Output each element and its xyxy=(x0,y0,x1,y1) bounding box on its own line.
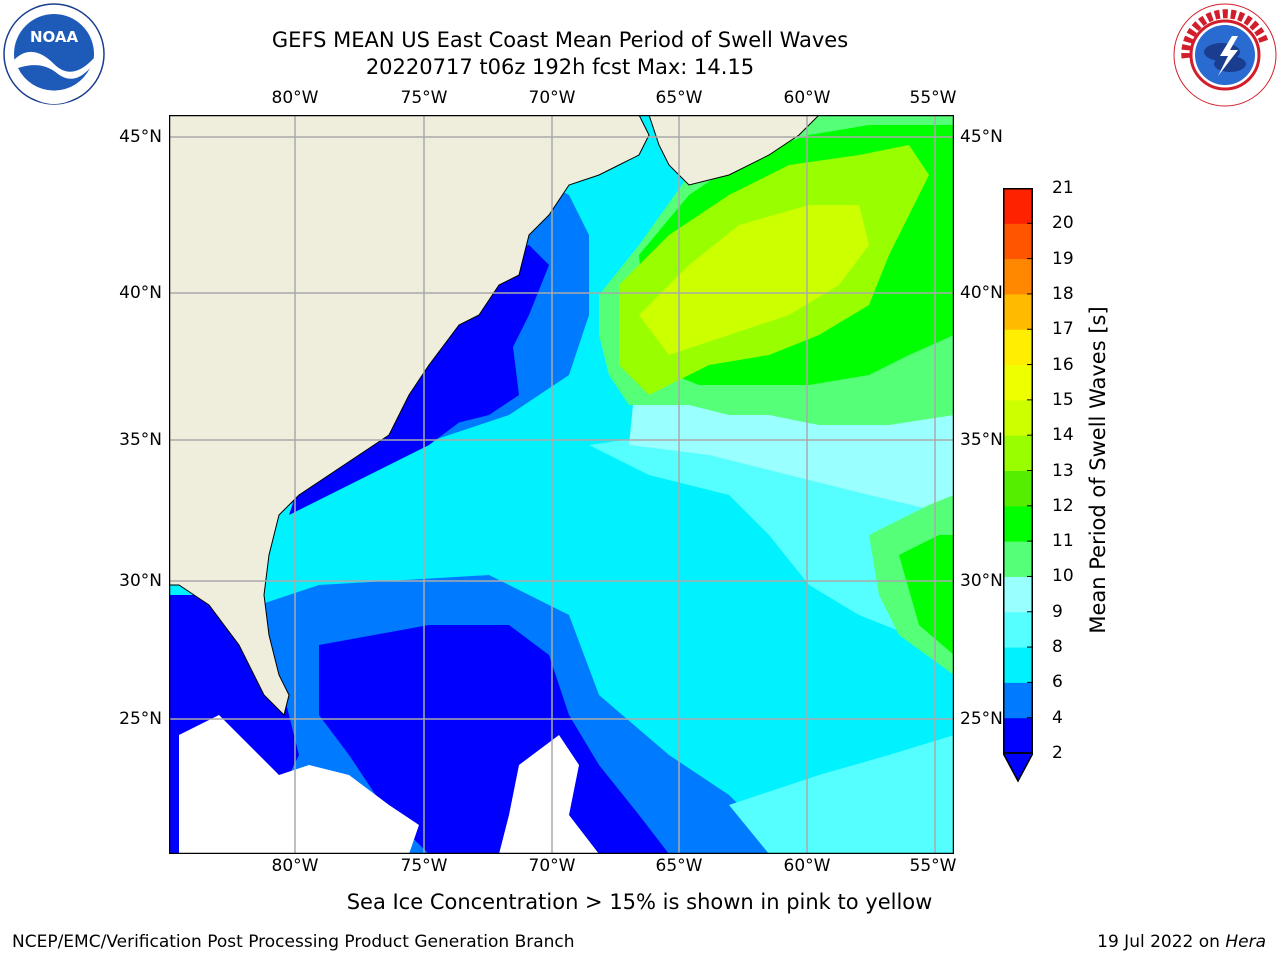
chart-title-line1: GEFS MEAN US East Coast Mean Period of S… xyxy=(271,28,849,52)
colorbar-tick-label: 18 xyxy=(1052,283,1074,304)
colorbar-segment xyxy=(1003,293,1033,330)
colorbar-tick-label: 17 xyxy=(1052,319,1074,340)
lon-label-top: 55°W xyxy=(909,88,957,108)
lon-label-top: 70°W xyxy=(528,88,576,108)
colorbar-tick-label: 15 xyxy=(1052,389,1074,410)
colorbar-segment xyxy=(1003,435,1033,471)
colorbar-tick-label: 16 xyxy=(1052,354,1074,375)
lat-label-right: 40°N xyxy=(960,283,1003,303)
lat-label-right: 25°N xyxy=(960,709,1003,729)
field-14s xyxy=(639,205,869,355)
noaa-logo: NOAA xyxy=(3,3,105,105)
lon-label-top: 65°W xyxy=(655,88,703,108)
lat-label-left: 30°N xyxy=(119,571,162,591)
lat-label-right: 45°N xyxy=(960,127,1003,147)
colorbar-tick-label: 11 xyxy=(1052,531,1074,552)
colorbar-tick-label: 14 xyxy=(1052,425,1074,446)
swell-period-map xyxy=(169,115,954,854)
colorbar-tick-label: 6 xyxy=(1052,672,1063,693)
colorbar-segment xyxy=(1003,188,1033,224)
colorbar-tick-label: 20 xyxy=(1052,213,1074,234)
colorbar-segment xyxy=(1003,541,1033,577)
colorbar-segment xyxy=(1003,470,1033,507)
map-border xyxy=(169,115,954,854)
colorbar-segment xyxy=(1003,364,1033,401)
colorbar-segment xyxy=(1003,576,1033,613)
footer-date: 19 Jul 2022 on Hera xyxy=(1097,932,1266,952)
colorbar-tick-label: 2 xyxy=(1052,743,1063,763)
colorbar-tick-label: 4 xyxy=(1052,707,1063,728)
lat-label-right: 35°N xyxy=(960,430,1003,450)
colorbar-title: Mean Period of Swell Waves [s] xyxy=(1086,306,1110,634)
colorbar-segment xyxy=(1003,223,1033,260)
map-gridlines xyxy=(169,115,954,854)
lon-label-bottom: 80°W xyxy=(271,856,319,876)
colorbar-segment xyxy=(1003,258,1033,295)
colorbar-tick-label: 19 xyxy=(1052,248,1074,269)
missing-caribbean-east xyxy=(499,735,599,854)
lon-label-bottom: 60°W xyxy=(783,856,831,876)
field-8s-southeast xyxy=(729,735,954,854)
colorbar-segment xyxy=(1003,399,1033,436)
colorbar-tick-label: 10 xyxy=(1052,566,1074,587)
colorbar-segment xyxy=(1003,611,1033,648)
map-panel xyxy=(169,115,954,854)
land-north-america xyxy=(169,115,650,716)
lon-label-bottom: 70°W xyxy=(528,856,576,876)
colorbar-segment xyxy=(1003,717,1033,754)
sea-ice-note: Sea Ice Concentration > 15% is shown in … xyxy=(346,890,933,914)
lon-label-bottom: 65°W xyxy=(655,856,703,876)
nws-logo xyxy=(1173,3,1277,107)
lat-label-left: 45°N xyxy=(119,127,162,147)
colorbar-segment xyxy=(1003,647,1033,683)
colorbar-segment xyxy=(1003,505,1033,542)
chart-title-line2: 20220717 t06z 192h fcst Max: 14.15 xyxy=(365,55,755,79)
colorbar-tick-label: 9 xyxy=(1052,601,1063,622)
lon-label-top: 60°W xyxy=(783,88,831,108)
lon-label-bottom: 55°W xyxy=(909,856,957,876)
noaa-logo-text: NOAA xyxy=(30,28,79,46)
lon-label-top: 80°W xyxy=(271,88,319,108)
field-2s-bahamas xyxy=(319,625,669,854)
footer-credit: NCEP/EMC/Verification Post Processing Pr… xyxy=(12,932,575,952)
lon-label-bottom: 75°W xyxy=(400,856,448,876)
land-nova-scotia xyxy=(648,115,820,186)
missing-caribbean-west xyxy=(179,715,419,854)
field-11s-east xyxy=(899,535,954,655)
colorbar-under-arrow xyxy=(1003,752,1033,783)
colorbar-segment xyxy=(1003,682,1033,719)
colorbar-tick-label: 21 xyxy=(1052,178,1074,198)
colorbar xyxy=(1003,188,1033,783)
footer-machine: Hera xyxy=(1225,932,1266,952)
colorbar-segment xyxy=(1003,329,1033,366)
footer-date-text: 19 Jul 2022 on xyxy=(1097,932,1226,952)
colorbar-tick-label: 13 xyxy=(1052,460,1074,481)
colorbar-tick-label: 8 xyxy=(1052,637,1063,658)
lat-label-left: 40°N xyxy=(119,283,162,303)
lat-label-left: 25°N xyxy=(119,709,162,729)
lat-label-right: 30°N xyxy=(960,571,1003,591)
lon-label-top: 75°W xyxy=(400,88,448,108)
colorbar-tick-label: 12 xyxy=(1052,495,1074,516)
lat-label-left: 35°N xyxy=(119,430,162,450)
